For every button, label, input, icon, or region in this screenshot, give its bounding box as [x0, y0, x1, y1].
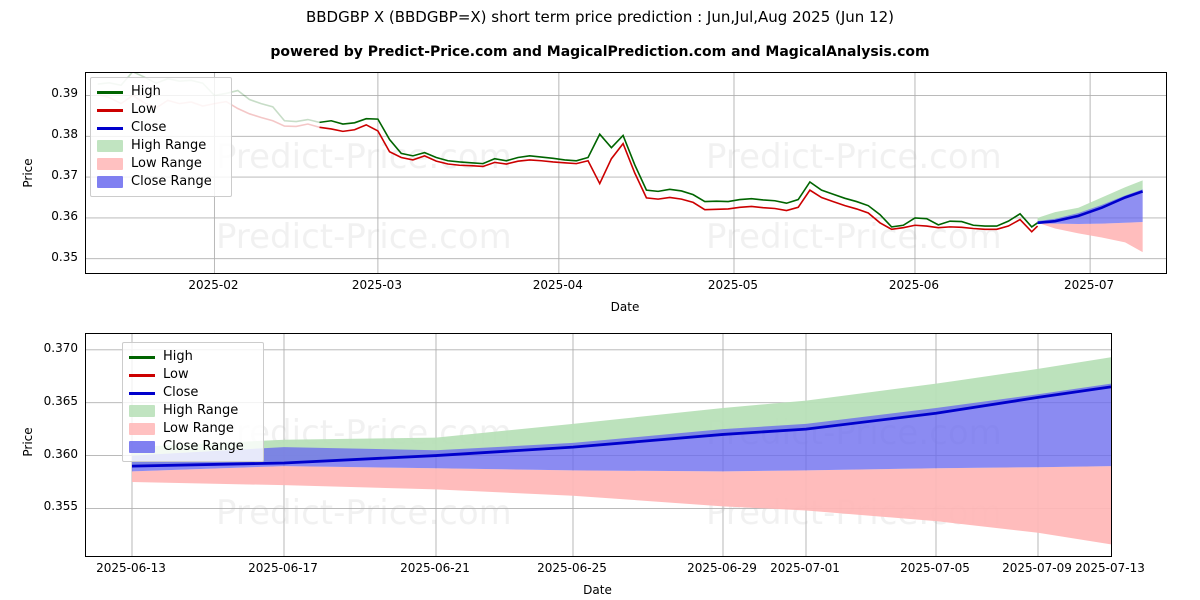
legend-swatch-close-icon: [129, 392, 155, 395]
top-chart-legend-item: Low: [97, 101, 223, 119]
top-chart-legend-item: Low Range: [97, 155, 223, 173]
bottom-chart-y-axis-label: Price: [21, 412, 35, 472]
bottom-chart-x-axis-label: Date: [85, 583, 1110, 597]
top-chart-panel: Price Predict-Price.comPredict-Price.com…: [0, 0, 1200, 320]
top-chart-legend-item: High Range: [97, 137, 223, 155]
y-tick-label: 0.36: [20, 209, 78, 223]
legend-swatch-low-icon: [97, 109, 123, 112]
y-tick-label: 0.365: [10, 394, 78, 408]
bottom-chart-legend-item: Close Range: [129, 438, 255, 456]
legend-label: High Range: [131, 137, 206, 155]
legend-swatch-high-icon: [97, 91, 123, 94]
legend-label: Close Range: [163, 438, 244, 456]
bottom-chart-panel: Price Predict-Price.comPredict-Price.com…: [0, 320, 1200, 600]
x-tick-label: 2025-02: [168, 278, 258, 292]
svg-text:Predict-Price.com: Predict-Price.com: [216, 137, 512, 177]
legend-swatch-low-range-icon: [129, 423, 155, 435]
y-tick-label: 0.355: [10, 499, 78, 513]
x-tick-label: 2025-07-13: [1055, 561, 1165, 575]
bottom-chart-legend: HighLowCloseHigh RangeLow RangeClose Ran…: [122, 342, 264, 462]
top-chart-x-axis-label: Date: [85, 300, 1165, 314]
legend-swatch-close-range-icon: [97, 176, 123, 188]
legend-label: High: [163, 348, 193, 366]
legend-label: Low: [131, 101, 157, 119]
top-chart-plot-area: Predict-Price.com Predict-Price.com Predic…: [85, 72, 1167, 274]
top-chart-legend: HighLowCloseHigh RangeLow RangeClose Ran…: [90, 77, 232, 197]
legend-label: Close Range: [131, 173, 212, 191]
bottom-chart-legend-item: Close: [129, 384, 255, 402]
x-tick-label: 2025-06-13: [76, 561, 186, 575]
x-tick-label: 2025-06-25: [517, 561, 627, 575]
chart-page: BBDGBP X (BBDGBP=X) short term price pre…: [0, 0, 1200, 600]
y-tick-label: 0.39: [20, 86, 78, 100]
y-tick-label: 0.38: [20, 127, 78, 141]
svg-text:Predict-Price.com: Predict-Price.com: [216, 493, 512, 533]
legend-swatch-high-icon: [129, 356, 155, 359]
legend-label: High Range: [163, 402, 238, 420]
x-tick-label: 2025-07-01: [750, 561, 860, 575]
bottom-chart-legend-item: High Range: [129, 402, 255, 420]
svg-text:Predict-Price.com: Predict-Price.com: [706, 217, 1002, 257]
y-tick-label: 0.37: [20, 168, 78, 182]
legend-label: Low: [163, 366, 189, 384]
x-tick-label: 2025-05: [688, 278, 778, 292]
legend-label: High: [131, 83, 161, 101]
top-chart-legend-item: High: [97, 83, 223, 101]
legend-label: Close: [163, 384, 198, 402]
legend-swatch-high-range-icon: [97, 140, 123, 152]
bottom-chart-legend-item: Low: [129, 366, 255, 384]
y-tick-label: 0.360: [10, 447, 78, 461]
legend-label: Low Range: [131, 155, 202, 173]
legend-swatch-low-icon: [129, 374, 155, 377]
bottom-chart-legend-item: High: [129, 348, 255, 366]
legend-swatch-close-range-icon: [129, 441, 155, 453]
bottom-chart-legend-item: Low Range: [129, 420, 255, 438]
x-tick-label: 2025-03: [332, 278, 422, 292]
svg-text:Predict-Price.com: Predict-Price.com: [216, 217, 512, 257]
x-tick-label: 2025-07: [1044, 278, 1134, 292]
top-chart-legend-item: Close: [97, 119, 223, 137]
x-tick-label: 2025-07-05: [880, 561, 990, 575]
x-tick-label: 2025-06-17: [228, 561, 338, 575]
legend-label: Close: [131, 119, 166, 137]
svg-text:Predict-Price.com: Predict-Price.com: [706, 137, 1002, 177]
legend-swatch-close-icon: [97, 127, 123, 130]
y-tick-label: 0.35: [20, 250, 78, 264]
top-chart-legend-item: Close Range: [97, 173, 223, 191]
legend-swatch-high-range-icon: [129, 405, 155, 417]
x-tick-label: 2025-06: [869, 278, 959, 292]
x-tick-label: 2025-04: [513, 278, 603, 292]
legend-label: Low Range: [163, 420, 234, 438]
x-tick-label: 2025-06-21: [380, 561, 490, 575]
legend-swatch-low-range-icon: [97, 158, 123, 170]
y-tick-label: 0.370: [10, 341, 78, 355]
